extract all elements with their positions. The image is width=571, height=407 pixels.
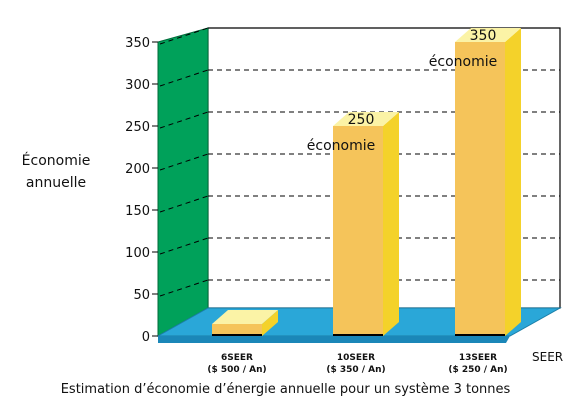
bar-annotation: économie [429, 54, 497, 70]
y-tick-label: 100 [125, 246, 150, 261]
bar-1 [212, 310, 278, 336]
bar-top [333, 112, 399, 126]
y-tick-label: 200 [125, 162, 150, 177]
bar-annotation: économie [307, 138, 375, 154]
bar-top [455, 28, 521, 42]
x-tick-sublabel: ($ 350 / An) [326, 365, 385, 375]
x-tick-label: 13SEER [459, 353, 497, 363]
bar-2: 250 économie [307, 112, 399, 336]
x-tick-sublabel: ($ 250 / An) [448, 365, 507, 375]
y-tick-label: 50 [133, 288, 150, 303]
bar-front [212, 324, 262, 336]
x-tick-sublabel: ($ 500 / An) [207, 365, 266, 375]
bar-value-label: 350 [470, 28, 497, 44]
y-tick-label: 150 [125, 204, 150, 219]
bar-side [383, 112, 399, 336]
y-axis-label: Économie annuelle [21, 153, 91, 191]
bar-3: 350 économie [429, 28, 521, 336]
y-tick-label: 350 [125, 36, 150, 51]
bar-value-label: 250 [348, 112, 375, 128]
bar-side [505, 28, 521, 336]
chart-left-wall [157, 27, 209, 337]
y-tick-label: 250 [125, 120, 150, 135]
bar-front [455, 42, 505, 336]
x-tick-label: 10SEER [337, 353, 375, 363]
bar-top [212, 310, 278, 324]
y-tick-label: 0 [142, 330, 150, 345]
chart-caption: Estimation d’économie d’énergie annuelle… [60, 382, 511, 397]
y-tick-label: 300 [125, 78, 150, 93]
bar-side [262, 310, 278, 336]
x-tick-label: 6SEER [221, 353, 253, 363]
chart-floor-edge [158, 336, 510, 343]
bar-front [333, 126, 383, 336]
x-axis-label: SEER [532, 350, 564, 364]
